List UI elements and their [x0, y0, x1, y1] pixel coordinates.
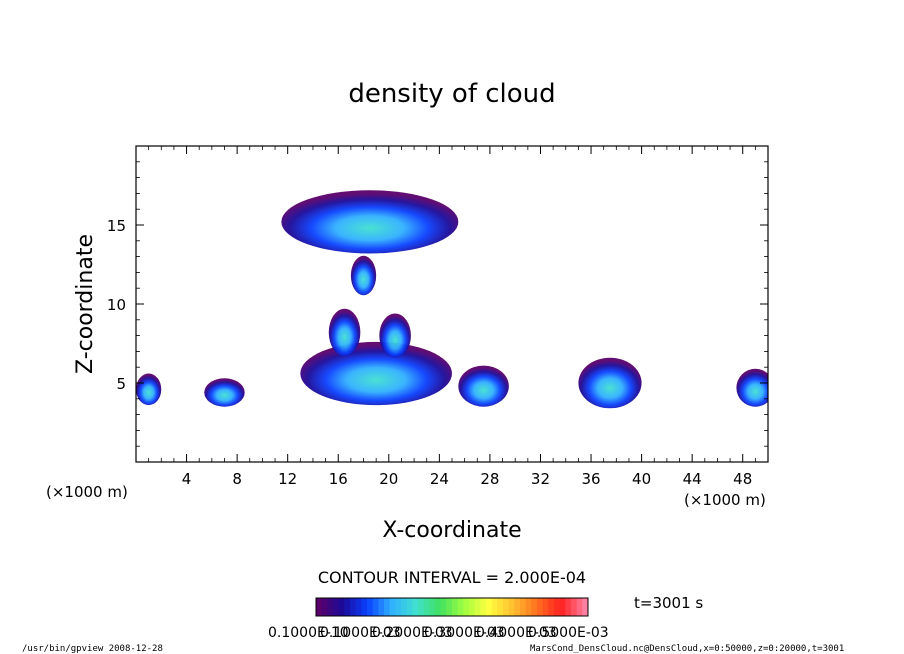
contour-interval-text: CONTOUR INTERVAL = 2.000E-04: [318, 568, 586, 587]
plot-frame: [135, 145, 769, 463]
y-axis: 5 10 15: [107, 161, 768, 447]
colorbar-label: 0.1000E-10: [268, 625, 349, 641]
cloud-region: [204, 378, 245, 407]
x-tick-label: 12: [278, 470, 297, 488]
chart-title: density of cloud: [348, 79, 555, 109]
y-tick-label: 15: [107, 217, 126, 235]
x-tick-label: 32: [531, 470, 550, 488]
x-tick-label: 16: [329, 470, 348, 488]
colorbar-swatch: [503, 598, 510, 616]
colorbar-swatch: [537, 598, 544, 616]
colorbar-swatch: [576, 598, 583, 616]
colorbar-swatch: [531, 598, 538, 616]
cloud-region: [379, 313, 411, 358]
x-tick-label: 36: [581, 470, 600, 488]
colorbar-swatch: [486, 598, 493, 616]
colorbar-swatch: [565, 598, 572, 616]
x-unit-left: (×1000 m): [46, 483, 128, 501]
colorbar-swatch: [338, 598, 345, 616]
x-tick-label: 8: [232, 470, 242, 488]
x-tick-label: 48: [733, 470, 752, 488]
x-tick-label: 44: [683, 470, 702, 488]
cloud-region: [736, 368, 768, 407]
colorbar-swatch: [401, 598, 408, 616]
colorbar-swatch: [514, 598, 521, 616]
colorbar-swatch: [395, 598, 402, 616]
x-tick-label: 4: [182, 470, 192, 488]
colorbar-swatch: [378, 598, 385, 616]
colorbar-swatch: [389, 598, 396, 616]
colorbar-swatch: [344, 598, 351, 616]
colorbar-swatch: [418, 598, 425, 616]
colorbar-swatch: [548, 598, 555, 616]
colorbar-swatch: [457, 598, 464, 616]
colorbar-swatch: [429, 598, 436, 616]
colorbar-swatch: [559, 598, 566, 616]
colorbar-swatch: [452, 598, 459, 616]
colorbar-swatch: [463, 598, 470, 616]
cloud-region: [578, 357, 642, 409]
colorbar-swatch: [525, 598, 532, 616]
colorbar-swatch: [469, 598, 476, 616]
x-tick-label: 24: [430, 470, 449, 488]
cloud-density-field: [136, 190, 768, 409]
colorbar-swatch: [355, 598, 362, 616]
x-axis: 4 8 12 16 20 24 28 32 36 40 44 48: [148, 146, 756, 488]
colorbar-swatch: [384, 598, 391, 616]
cloud-region: [136, 373, 162, 406]
colorbar-swatch: [327, 598, 334, 616]
colorbar-swatch: [508, 598, 515, 616]
colorbar-swatch: [333, 598, 340, 616]
colorbar-swatch: [542, 598, 549, 616]
colorbar-swatch: [480, 598, 487, 616]
cloud-region: [350, 255, 377, 296]
colorbar-swatch: [497, 598, 504, 616]
colorbar-swatch: [491, 598, 498, 616]
colorbar-swatch: [367, 598, 374, 616]
footer-left: /usr/bin/gpview 2008-12-28: [22, 644, 163, 654]
colorbar-label: 0.3000E-03: [424, 625, 505, 641]
colorbar-label: 0.2000E-03: [372, 625, 453, 641]
colorbar-swatch: [350, 598, 357, 616]
cloud-region: [328, 308, 361, 357]
colorbar-swatch: [423, 598, 430, 616]
colorbar: [315, 597, 589, 617]
colorbar-swatch: [446, 598, 453, 616]
colorbar-swatch: [316, 598, 323, 616]
colorbar-swatch: [554, 598, 561, 616]
colorbar-swatch: [372, 598, 379, 616]
colorbar-frame: [315, 597, 589, 617]
x-axis-label: X-coordinate: [382, 518, 521, 543]
cloud-region: [300, 341, 452, 406]
colorbar-label: 0.1000E-03: [320, 625, 401, 641]
colorbar-swatch: [406, 598, 413, 616]
cloud-region: [458, 365, 509, 407]
colorbar-swatch: [412, 598, 419, 616]
colorbar-swatch: [474, 598, 481, 616]
colorbar-label: 0.5000E-03: [528, 625, 609, 641]
colorbar-swatch: [435, 598, 442, 616]
time-label: t=3001 s: [634, 594, 703, 612]
colorbar-swatch: [571, 598, 578, 616]
footer-right: MarsCond_DensCloud.nc@DensCloud,x=0:5000…: [530, 644, 844, 654]
colorbar-labels: 0.1000E-100.1000E-030.2000E-030.3000E-03…: [268, 625, 609, 641]
colorbar-swatch: [361, 598, 368, 616]
colorbar-label: 0.4000E-03: [476, 625, 557, 641]
colorbar-swatch: [440, 598, 447, 616]
x-tick-label: 28: [480, 470, 499, 488]
y-tick-label: 5: [116, 375, 126, 393]
x-tick-label: 40: [632, 470, 651, 488]
y-axis-label: Z-coordinate: [73, 234, 98, 374]
colorbar-swatch: [582, 598, 589, 616]
colorbar-swatch: [321, 598, 328, 616]
x-tick-label: 20: [379, 470, 398, 488]
x-unit-right: (×1000 m): [684, 491, 766, 509]
colorbar-swatch: [520, 598, 527, 616]
cloud-region: [281, 190, 459, 254]
y-tick-label: 10: [107, 296, 126, 314]
